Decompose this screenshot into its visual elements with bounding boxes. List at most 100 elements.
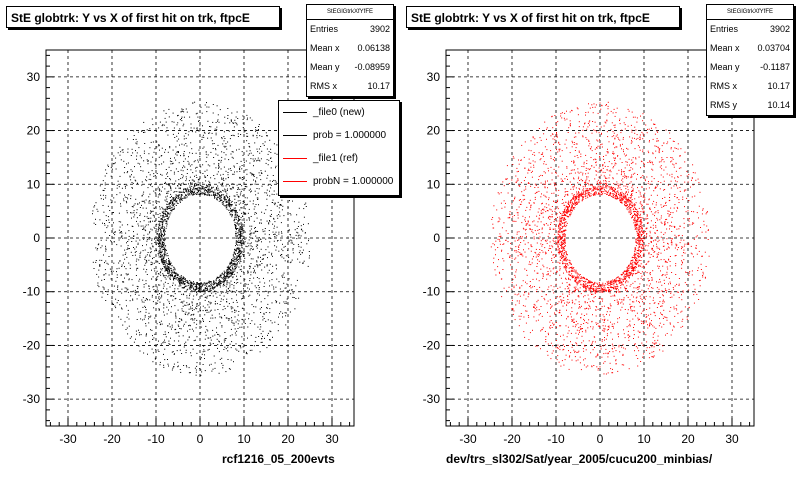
scatter-point [155,349,157,351]
scatter-point [159,324,161,326]
scatter-point [231,215,233,216]
scatter-point [229,268,231,270]
scatter-point [159,321,161,323]
scatter-point [193,189,195,191]
scatter-point [181,116,183,118]
scatter-point [236,222,238,224]
scatter-point [533,306,534,308]
scatter-point [532,286,533,288]
scatter-point [214,362,216,364]
scatter-point [590,292,592,294]
scatter-point [228,303,230,305]
scatter-point [151,210,153,212]
scatter-point [620,287,622,289]
scatter-point [183,323,185,325]
scatter-point [235,249,236,251]
scatter-point [615,278,617,280]
scatter-point [583,291,585,292]
scatter-point [185,194,187,196]
scatter-point [256,148,258,150]
scatter-point [192,190,193,192]
scatter-point [559,286,561,288]
scatter-point [273,288,275,290]
scatter-point [162,287,164,289]
scatter-point [223,180,225,181]
scatter-point [236,212,238,214]
scatter-point [238,219,240,221]
scatter-point [230,188,232,190]
scatter-point [211,292,213,294]
scatter-point [261,150,263,152]
scatter-point [157,228,159,230]
scatter-point [237,278,239,280]
scatter-point [220,298,222,300]
scatter-point [165,215,167,217]
scatter-point [127,333,129,335]
scatter-point [532,329,533,331]
scatter-point [109,235,111,236]
scatter-point [231,317,232,319]
scatter-point [240,207,242,209]
scatter-point [190,123,192,125]
scatter-point [238,350,240,352]
scatter-point [178,278,180,280]
scatter-point [256,197,258,199]
scatter-point [178,179,180,181]
scatter-point [179,277,180,279]
scatter-point [200,357,202,359]
scatter-point [194,191,196,193]
scatter-point [189,284,191,286]
scatter-point [660,231,662,233]
scatter-point [180,318,182,320]
scatter-point [232,254,234,256]
scatter-point [159,229,161,231]
scatter-point [626,319,628,320]
scatter-point [275,231,277,233]
scatter-point [268,223,270,225]
scatter-point [204,358,205,359]
scatter-point [227,292,229,294]
scatter-point [565,264,567,266]
scatter-point [273,190,275,192]
scatter-point [117,152,119,154]
scatter-point [203,289,205,290]
scatter-point [158,243,160,245]
scatter-point [266,198,268,200]
scatter-point [237,118,239,119]
scatter-point [175,278,177,280]
scatter-point [173,272,175,274]
scatter-point [587,126,589,128]
scatter-point [569,215,571,217]
scatter-point [638,256,640,258]
scatter-point [168,216,170,218]
scatter-point [264,170,266,172]
scatter-point [121,232,123,234]
scatter-point [104,269,106,271]
scatter-point [202,305,204,307]
scatter-point [607,151,609,153]
scatter-point [236,171,238,173]
scatter-point [206,194,208,196]
scatter-point [558,248,560,250]
scatter-point [165,333,167,335]
scatter-point [137,223,139,225]
scatter-point [134,251,136,253]
scatter-point [187,304,189,306]
scatter-point [610,332,612,334]
scatter-point [161,254,163,256]
scatter-point [230,153,232,155]
scatter-point [569,263,571,265]
scatter-point [598,297,600,299]
scatter-point [136,267,138,269]
scatter-point [153,262,155,264]
scatter-point [126,210,128,212]
scatter-point [265,209,267,211]
scatter-point [178,285,180,287]
scatter-point [171,161,173,162]
scatter-point [220,274,222,276]
scatter-point [203,284,205,286]
scatter-point [168,190,170,192]
scatter-point [198,299,200,301]
scatter-point [231,156,233,158]
scatter-point [262,335,263,337]
